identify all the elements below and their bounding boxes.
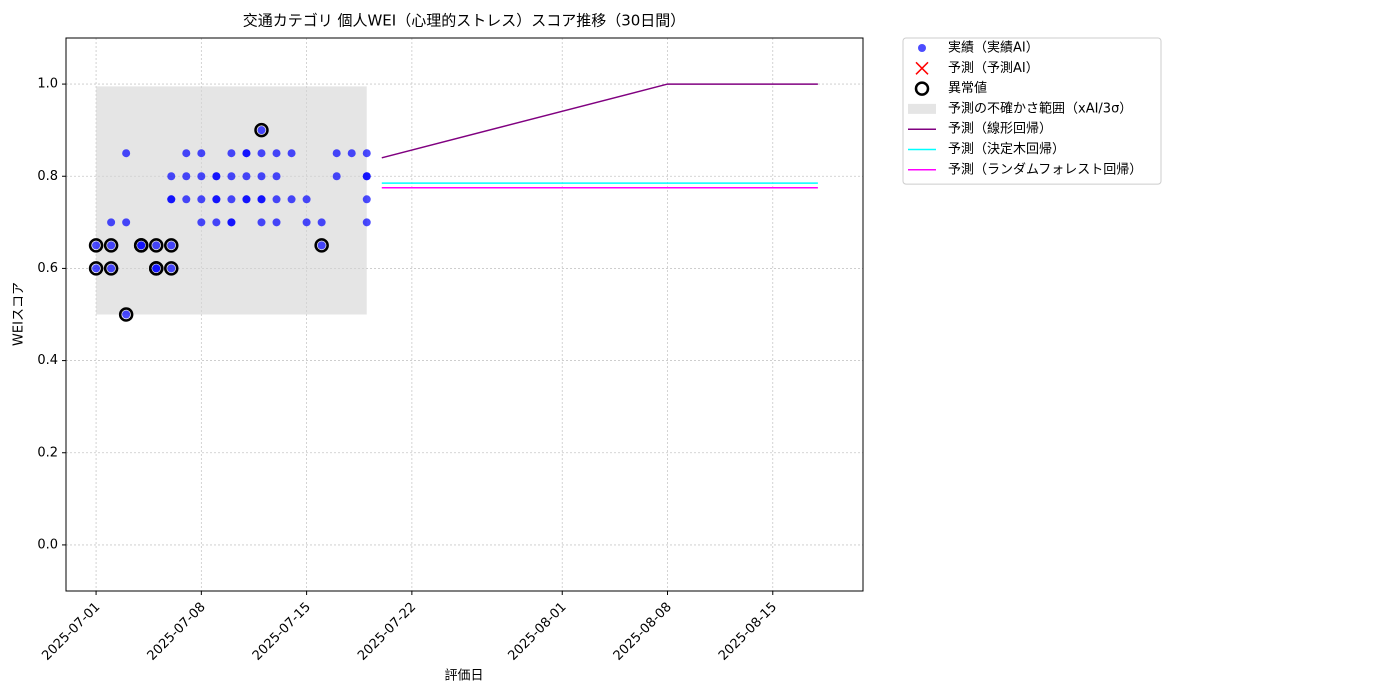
y-axis-label: WEIスコア xyxy=(12,282,27,346)
actual-point xyxy=(122,310,131,319)
actual-point xyxy=(197,195,206,204)
actual-point xyxy=(332,172,341,181)
y-tick-label: 0.0 xyxy=(37,537,58,552)
actual-point xyxy=(257,195,266,204)
legend-label: 予測の不確かさ範囲（xAI/3σ） xyxy=(948,100,1132,116)
actual-point xyxy=(227,172,236,181)
y-tick-label: 0.8 xyxy=(37,169,58,184)
legend-label: 予測（予測AI） xyxy=(948,61,1039,76)
actual-point xyxy=(242,149,251,158)
actual-point xyxy=(257,126,266,135)
actual-point xyxy=(362,149,371,158)
chart-title: 交通カテゴリ 個人WEI（心理的ストレス）スコア推移（30日間） xyxy=(243,12,686,30)
actual-point xyxy=(332,149,341,158)
actual-point xyxy=(242,172,251,181)
actual-point xyxy=(272,218,281,227)
actual-point xyxy=(152,241,161,250)
actual-point xyxy=(257,149,266,158)
actual-point xyxy=(152,264,161,273)
actual-point xyxy=(197,218,206,227)
actual-point xyxy=(197,149,206,158)
actual-point xyxy=(197,172,206,181)
legend-label: 予測（ランダムフォレスト回帰） xyxy=(948,161,1142,177)
anomaly-point xyxy=(148,261,164,276)
anomaly-point xyxy=(148,238,164,253)
actual-point xyxy=(362,172,371,181)
legend-swatch xyxy=(918,44,926,52)
actual-point xyxy=(122,149,131,158)
actual-point xyxy=(227,195,236,204)
actual-point xyxy=(347,149,356,158)
actual-point xyxy=(167,195,176,204)
anomaly-point xyxy=(254,122,269,138)
anomaly-point xyxy=(118,307,134,322)
actual-point xyxy=(317,241,326,250)
plot-frame xyxy=(65,37,864,592)
actual-point xyxy=(182,149,191,158)
actual-point xyxy=(242,195,251,204)
legend-label: 予測（決定木回帰） xyxy=(948,141,1065,157)
legend-label: 予測（線形回帰） xyxy=(948,121,1052,137)
anomaly-point xyxy=(133,238,149,253)
actual-point xyxy=(257,218,266,227)
actual-point xyxy=(272,149,281,158)
legend-swatch xyxy=(908,103,936,114)
legend-label: 実績（実績AI） xyxy=(948,40,1039,56)
prediction-line xyxy=(381,83,818,159)
actual-point xyxy=(362,218,371,227)
anomaly-point xyxy=(314,238,329,253)
anomaly-point xyxy=(164,261,179,276)
anomaly-point xyxy=(88,238,104,253)
actual-point xyxy=(212,218,221,227)
actual-point xyxy=(107,218,116,227)
actual-point xyxy=(92,264,101,273)
actual-point xyxy=(107,241,116,250)
legend-label: 異常値 xyxy=(948,80,987,96)
y-tick-label: 0.2 xyxy=(37,445,58,460)
anomaly-point xyxy=(103,238,119,253)
actual-point xyxy=(272,195,281,204)
actual-point xyxy=(272,172,281,181)
legend-box xyxy=(902,37,1162,185)
actual-point xyxy=(257,172,266,181)
y-tick-label: 0.4 xyxy=(37,353,58,368)
actual-point xyxy=(317,218,326,227)
legend-swatch xyxy=(915,61,929,75)
x-axis-label: 評価日 xyxy=(444,669,483,684)
actual-point xyxy=(92,241,101,250)
actual-point xyxy=(227,218,236,227)
actual-point xyxy=(212,172,221,181)
actual-point xyxy=(107,264,116,273)
actual-point xyxy=(227,149,236,158)
actual-point xyxy=(167,264,176,273)
y-tick-label: 1.0 xyxy=(37,77,58,92)
actual-point xyxy=(302,218,311,227)
x-tick-label: 2025-08-08 xyxy=(611,600,675,664)
anomaly-point xyxy=(88,261,104,276)
actual-point xyxy=(362,195,371,204)
actual-point xyxy=(122,218,131,227)
actual-point xyxy=(212,195,221,204)
actual-point xyxy=(287,149,296,158)
actual-point xyxy=(137,241,146,250)
x-tick-label: 2025-07-01 xyxy=(39,600,103,664)
x-tick-label: 2025-07-08 xyxy=(145,600,209,664)
x-tick-label: 2025-08-15 xyxy=(716,600,780,664)
x-tick-label: 2025-07-22 xyxy=(355,600,419,664)
anomaly-point xyxy=(103,261,119,276)
actual-point xyxy=(167,241,176,250)
actual-point xyxy=(287,195,296,204)
anomaly-point xyxy=(164,238,179,253)
actual-point xyxy=(302,195,311,204)
actual-point xyxy=(167,172,176,181)
y-tick-label: 0.6 xyxy=(37,261,58,276)
actual-point xyxy=(182,195,191,204)
actual-point xyxy=(182,172,191,181)
legend-swatch xyxy=(914,81,930,96)
x-tick-label: 2025-08-01 xyxy=(506,600,570,664)
x-tick-label: 2025-07-15 xyxy=(250,600,314,664)
